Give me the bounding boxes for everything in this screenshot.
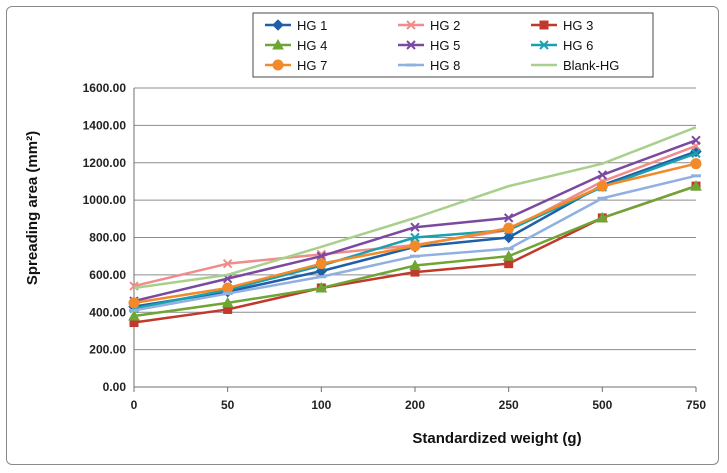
x-axis-title: Standardized weight (g) [412,430,581,447]
data-point-marker [539,20,549,30]
data-point-marker [406,20,416,30]
y-tick-label: 0.00 [103,380,127,394]
legend-item: HG 8 [398,58,460,73]
data-point-marker [272,19,284,31]
data-point-marker [222,258,233,269]
data-point-marker [597,170,608,180]
data-point-marker [409,240,421,252]
x-tick-label: 500 [592,398,612,412]
legend-label: Blank-HG [563,58,619,73]
series-line [133,184,697,324]
legend-label: HG 2 [430,18,460,33]
data-point-marker [272,59,284,71]
legend-item: HG 6 [531,38,593,53]
legend: HG 1 HG 2 HG 3 HG 4 HG 5 HG 6 HG 7 HG 8 Blank-HG [252,12,654,78]
data-point-marker [410,232,420,243]
data-point-marker [128,297,140,309]
data-point-marker [503,213,514,223]
series-hg-4 [128,180,702,321]
data-point-marker [690,180,702,191]
legend-box [252,12,654,78]
data-point-marker [691,148,701,159]
data-point-marker [502,250,515,261]
data-point-marker [272,38,284,50]
y-tick-label: 1600.00 [83,81,127,95]
legend-item: HG 4 [265,38,327,53]
data-point-marker [690,158,702,170]
legend-item: HG 7 [265,58,327,73]
chart-frame [6,6,719,465]
legend-item: HG 1 [265,18,327,33]
data-point-marker [596,211,609,223]
legend-item: Blank-HG [531,58,619,73]
y-tick-label: 1000.00 [83,193,127,207]
series-group [128,126,702,328]
data-point-marker [503,222,515,234]
data-point-marker [221,296,234,308]
legend-label: HG 1 [297,18,327,33]
x-tick-label: 200 [405,398,425,412]
y-tick-label: 1200.00 [83,156,127,170]
x-tick-label: 750 [686,398,706,412]
data-point-marker [596,180,608,192]
legend-label: HG 6 [563,38,593,53]
legend-item: HG 2 [398,18,460,33]
data-point-marker [539,40,549,50]
series-hg-6 [129,148,701,314]
legend-label: HG 8 [430,58,460,73]
data-point-marker [504,259,514,269]
x-tick-label: 50 [221,398,235,412]
data-point-marker [128,309,140,321]
data-point-marker [222,282,234,294]
y-tick-label: 400.00 [89,305,126,319]
series-hg-5 [129,135,701,306]
y-tick-label: 1400.00 [83,118,127,132]
legend-item: HG 5 [398,38,460,53]
legend-label: HG 4 [297,38,327,53]
legend-label: HG 7 [297,58,327,73]
x-tick-label: 100 [311,398,331,412]
series-line [133,126,697,290]
x-tick-label: 0 [131,398,138,412]
series-line [133,150,697,308]
data-point-marker [406,40,416,50]
data-point-marker [502,231,515,244]
y-tick-label: 600.00 [89,268,126,282]
axes: 0.00 200.00 400.00 600.00 800.00 1000.00 1200.… [83,81,707,412]
legend-item: HG 3 [531,18,593,33]
legend-label: HG 5 [430,38,460,53]
y-tick-label: 800.00 [89,231,126,245]
data-point-marker [691,135,701,146]
y-axis-title: Spreading area (mm²) [24,131,41,285]
data-point-marker [409,259,421,271]
series-blank-hg [133,126,697,290]
data-point-marker [315,258,327,270]
y-tick-label: 200.00 [89,343,126,357]
series-hg-7 [128,158,702,309]
x-tick-label: 250 [499,398,519,412]
data-point-marker [410,222,420,232]
series-hg-8 [129,174,701,312]
data-point-marker [315,281,328,293]
legend-label: HG 3 [563,18,593,33]
